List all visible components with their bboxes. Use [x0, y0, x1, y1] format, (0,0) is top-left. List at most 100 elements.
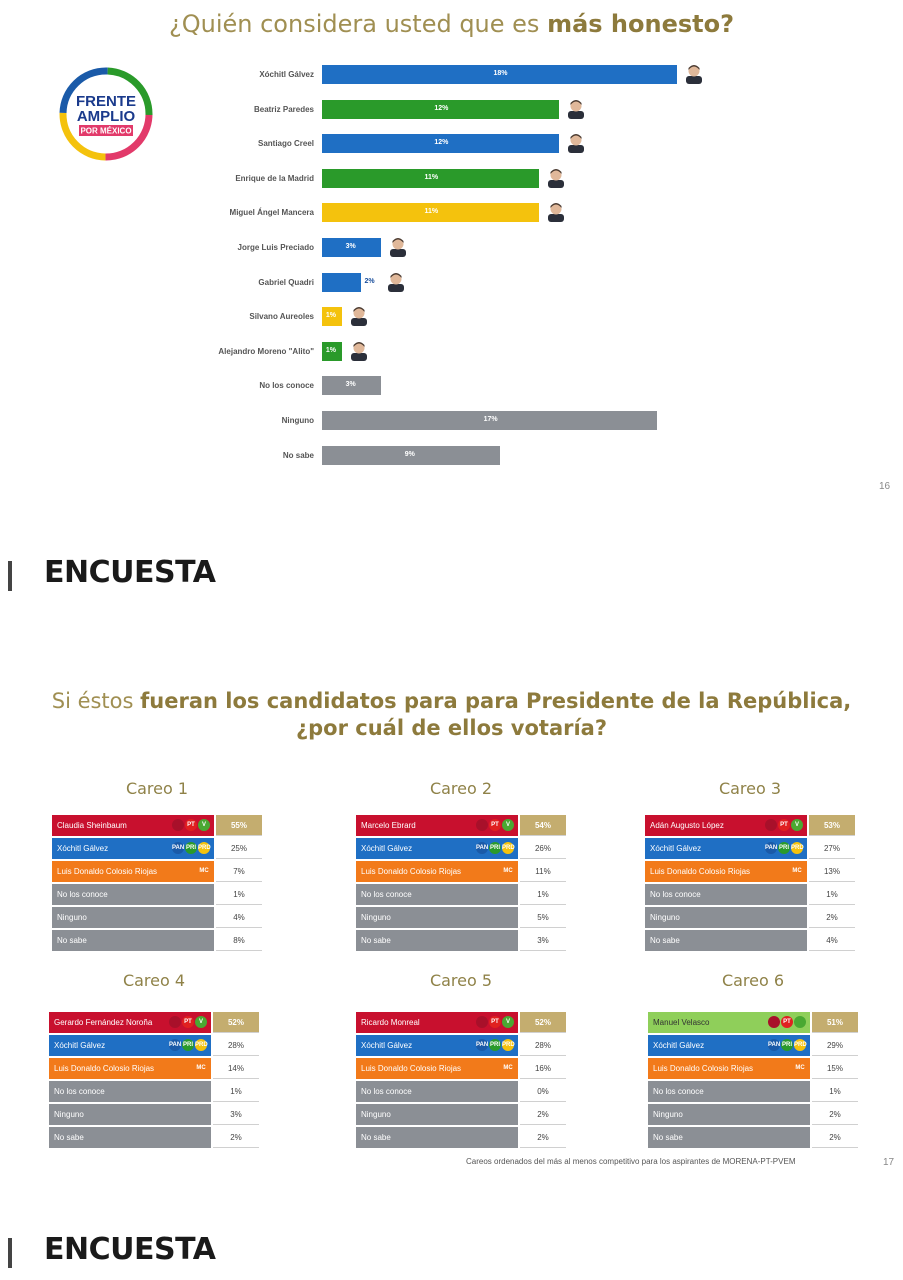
bar-category-label: Santiago Creel [257, 139, 314, 149]
careo-row: Xóchitl Gálvez PAN PRI PRD 27% [645, 838, 855, 859]
careo-row: No los conoce 1% [648, 1081, 858, 1102]
vote-percentage: 4% [809, 930, 855, 951]
vote-percentage: 4% [216, 907, 262, 928]
bar-category-label: Gabriel Quadri [258, 277, 314, 287]
careo-row: Manuel Velasco PT 51% [648, 1012, 858, 1033]
candidate-name: No sabe [52, 930, 214, 951]
candidate-name: No los conoce [648, 1081, 810, 1102]
bar [322, 203, 539, 223]
party-logo-icon: PAN [768, 1039, 780, 1051]
party-icons: PT V [476, 819, 514, 832]
party-logo-icon: PRI [182, 1039, 194, 1051]
careo-row: Ninguno 2% [648, 1104, 858, 1125]
party-icons: PAN PRI PRD [765, 842, 804, 855]
bar [322, 341, 342, 361]
vote-percentage: 1% [812, 1081, 858, 1102]
candidate-photo-icon [567, 134, 584, 154]
careo-row: Ricardo Monreal PT V 52% [356, 1012, 566, 1033]
careo-row: No sabe 8% [52, 930, 262, 951]
party-logo-icon: MC [502, 1062, 514, 1074]
bar [322, 65, 677, 84]
vote-percentage: 54% [520, 815, 566, 836]
candidate-name: No los conoce [49, 1081, 211, 1102]
party-logo-icon: PRD [794, 1039, 807, 1051]
party-logo-icon [172, 819, 184, 831]
careo-row: Ninguno 5% [356, 907, 566, 928]
careo-title: Careo 1 [125, 779, 189, 798]
bar-value-label: 1% [325, 346, 336, 354]
party-logo-icon: MC [794, 1062, 806, 1074]
section-rule [8, 1238, 12, 1268]
vote-percentage: 1% [213, 1081, 259, 1102]
bar [322, 238, 382, 257]
party-logo-icon: V [502, 1016, 514, 1028]
careo-title: Careo 2 [429, 779, 493, 798]
bar-category-label: No los conoce [259, 381, 314, 391]
party-logo-icon: PT [185, 819, 197, 831]
bar-category-label: Miguel Ángel Mancera [229, 208, 314, 218]
careo-row: No los conoce 1% [356, 884, 566, 905]
party-icons: PAN PRI PRD [476, 1039, 515, 1052]
bar [322, 445, 500, 465]
bar-value-label: 11% [424, 208, 439, 216]
party-logo-icon [794, 1016, 806, 1028]
party-logo-icon: PRI [489, 842, 501, 854]
party-logo-icon: PT [489, 819, 501, 831]
party-icons: PAN PRI PRD [476, 842, 515, 855]
party-logo-icon: V [198, 819, 210, 831]
candidate-name: No los conoce [52, 884, 214, 905]
careo-title: Careo 3 [718, 779, 782, 798]
vote-percentage: 28% [213, 1035, 259, 1056]
bar-category-label: Alejandro Moreno "Alito" [218, 346, 314, 356]
candidate-photo-icon [350, 307, 367, 327]
vote-percentage: 26% [520, 838, 566, 859]
vote-percentage: 3% [213, 1104, 259, 1125]
party-logo-icon: PRD [198, 842, 211, 854]
bar-category-label: Silvano Aureoles [249, 312, 314, 322]
careo-row: Luis Donaldo Colosio Riojas MC 14% [49, 1058, 259, 1079]
party-icons: PT V [765, 819, 803, 832]
party-icons: MC [198, 865, 210, 878]
party-logo-icon: V [502, 819, 514, 831]
candidate-photo-icon [547, 168, 564, 188]
party-logo-icon: V [195, 1016, 207, 1028]
careo-row: Adán Augusto López PT V 53% [645, 815, 855, 836]
vote-percentage: 15% [812, 1058, 858, 1079]
vote-percentage: 3% [520, 930, 566, 951]
party-logo-icon: PRI [778, 842, 790, 854]
careo-row: No los conoce 1% [49, 1081, 259, 1102]
careo-row: Xóchitl Gálvez PAN PRI PRD 28% [356, 1035, 566, 1056]
candidate-name: Ninguno [356, 1104, 518, 1125]
chart2-title-line2: ¿por cuál de ellos votaría? [0, 715, 903, 742]
careo-row: Xóchitl Gálvez PAN PRI PRD 26% [356, 838, 566, 859]
vote-percentage: 27% [809, 838, 855, 859]
vote-percentage: 53% [809, 815, 855, 836]
party-logo-icon: MC [791, 865, 803, 877]
party-logo-icon: PRD [502, 1039, 515, 1051]
candidate-name: Ninguno [645, 907, 807, 928]
chart2-title-line1-a: Si éstos [51, 689, 141, 713]
careo-row: No los conoce 1% [645, 884, 855, 905]
party-logo-icon: MC [198, 865, 210, 877]
candidate-name: No sabe [356, 1127, 518, 1148]
candidate-photo-icon [390, 238, 407, 257]
vote-percentage: 11% [520, 861, 566, 882]
party-logo-icon: PAN [476, 1039, 488, 1051]
candidate-name: Luis Donaldo Colosio Riojas [52, 861, 214, 882]
careo-title: Careo 5 [429, 971, 493, 990]
party-logo-icon [768, 1016, 780, 1028]
party-logo-icon [765, 819, 777, 831]
party-icons: PT V [169, 1016, 207, 1029]
vote-percentage: 2% [812, 1104, 858, 1125]
logo-line2: AMPLIO [77, 108, 136, 125]
vote-percentage: 16% [520, 1058, 566, 1079]
bar-value-label: 2% [364, 277, 375, 285]
party-icons: MC [502, 865, 514, 878]
candidate-name: Luis Donaldo Colosio Riojas [356, 861, 518, 882]
careo-row: Luis Donaldo Colosio Riojas MC 13% [645, 861, 855, 882]
party-logo-icon: MC [502, 865, 514, 877]
bar-value-label: 9% [404, 450, 415, 458]
careo-row: Luis Donaldo Colosio Riojas MC 7% [52, 861, 262, 882]
careo-row: Marcelo Ebrard PT V 54% [356, 815, 566, 836]
candidate-name: Luis Donaldo Colosio Riojas [648, 1058, 810, 1079]
